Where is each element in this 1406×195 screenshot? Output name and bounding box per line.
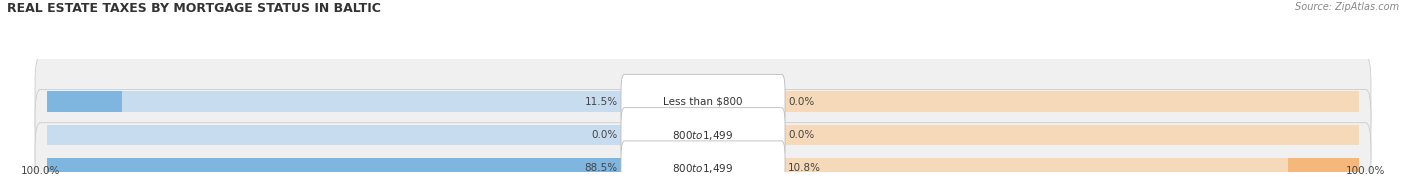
Text: 100.0%: 100.0% (21, 166, 60, 176)
FancyBboxPatch shape (621, 108, 785, 162)
Bar (782, 91, 1360, 112)
FancyBboxPatch shape (35, 56, 1371, 147)
Text: Source: ZipAtlas.com: Source: ZipAtlas.com (1295, 2, 1399, 12)
FancyBboxPatch shape (621, 74, 785, 129)
Text: 10.8%: 10.8% (789, 163, 821, 173)
FancyBboxPatch shape (621, 141, 785, 195)
Text: 11.5%: 11.5% (585, 97, 617, 107)
Bar (46, 158, 624, 179)
Text: 0.0%: 0.0% (592, 130, 617, 140)
Text: 0.0%: 0.0% (789, 130, 814, 140)
Text: 88.5%: 88.5% (585, 163, 617, 173)
Bar (782, 125, 1360, 145)
Bar (46, 91, 624, 112)
Text: 0.0%: 0.0% (789, 97, 814, 107)
Bar (46, 158, 627, 179)
Bar (46, 125, 624, 145)
Bar (46, 91, 122, 112)
FancyBboxPatch shape (35, 90, 1371, 181)
Text: $800 to $1,499: $800 to $1,499 (672, 162, 734, 175)
Text: $800 to $1,499: $800 to $1,499 (672, 129, 734, 142)
Text: Less than $800: Less than $800 (664, 97, 742, 107)
FancyBboxPatch shape (35, 123, 1371, 195)
Bar (782, 158, 1360, 179)
Bar (1288, 158, 1360, 179)
Text: 100.0%: 100.0% (1346, 166, 1385, 176)
Text: REAL ESTATE TAXES BY MORTGAGE STATUS IN BALTIC: REAL ESTATE TAXES BY MORTGAGE STATUS IN … (7, 2, 381, 15)
